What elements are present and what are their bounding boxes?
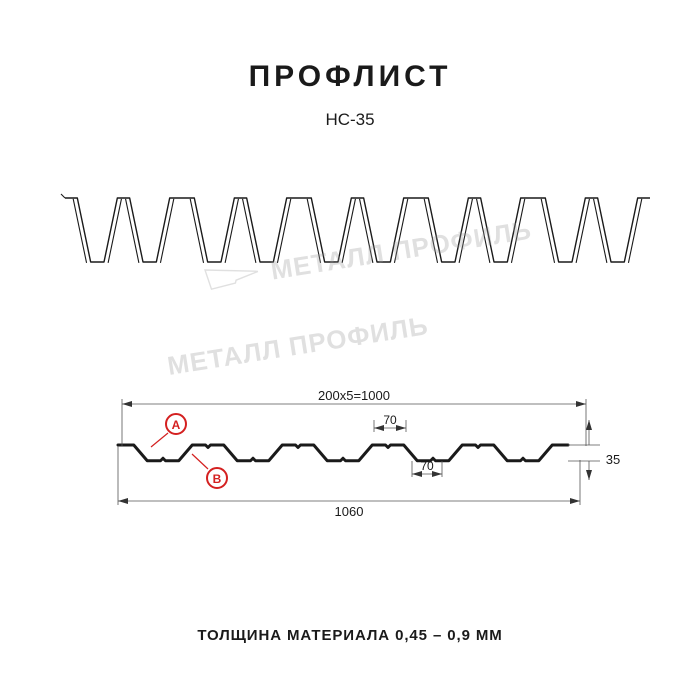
svg-text:1060: 1060 <box>335 504 364 519</box>
svg-text:70: 70 <box>383 413 397 427</box>
svg-text:35: 35 <box>606 452 620 467</box>
svg-text:200x5=1000: 200x5=1000 <box>318 388 390 403</box>
svg-text:B: B <box>213 472 222 486</box>
svg-text:A: A <box>172 418 181 432</box>
svg-text:МЕТАЛЛ ПРОФИЛЬ: МЕТАЛЛ ПРОФИЛЬ <box>165 310 430 381</box>
svg-text:МЕТАЛЛ ПРОФИЛЬ: МЕТАЛЛ ПРОФИЛЬ <box>269 215 534 286</box>
svg-text:70: 70 <box>420 459 434 473</box>
